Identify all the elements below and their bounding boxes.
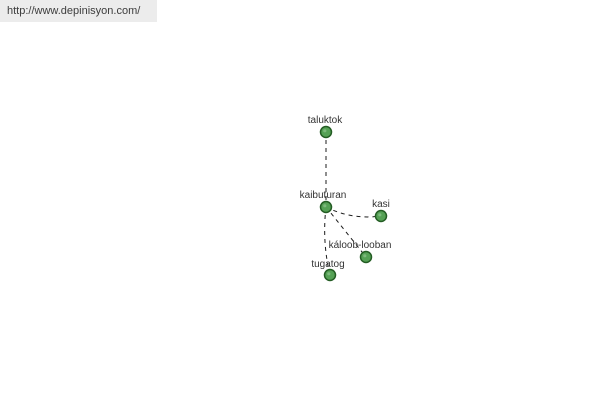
graph-node-label-taluktok[interactable]: taluktok	[308, 115, 343, 126]
graph-node-label-kasi[interactable]: kasi	[372, 199, 390, 210]
graph-edge-kaibuturan-kaloob-looban	[325, 206, 367, 258]
graph-node-highlight	[327, 272, 331, 276]
graph-node-label-kaloob-looban[interactable]: káloob-looban	[329, 240, 392, 251]
graph-node-kaibuturan[interactable]	[319, 200, 333, 214]
graph-nodes-layer	[319, 125, 388, 282]
graph-node-kaloob-looban[interactable]	[359, 250, 373, 264]
graph-node-label-tugatog[interactable]: tugatog	[311, 259, 344, 270]
address-bar[interactable]: http://www.depinisyon.com/	[0, 0, 157, 22]
graph-node-highlight	[323, 129, 327, 133]
graph-node-label-kaibuturan[interactable]: kaibuturan	[300, 190, 347, 201]
graph-node-highlight	[323, 204, 327, 208]
graph-node-highlight	[363, 254, 367, 258]
graph-labels-layer: taluktok kaibuturan kasi káloob-looban tugat…	[300, 115, 392, 270]
graph-node-taluktok[interactable]	[319, 125, 333, 139]
graph-edge-kaibuturan-tugatog	[324, 206, 331, 276]
graph-node-highlight	[378, 213, 382, 217]
graph-node-tugatog[interactable]	[323, 268, 337, 282]
graph-node-kasi[interactable]	[374, 209, 388, 223]
